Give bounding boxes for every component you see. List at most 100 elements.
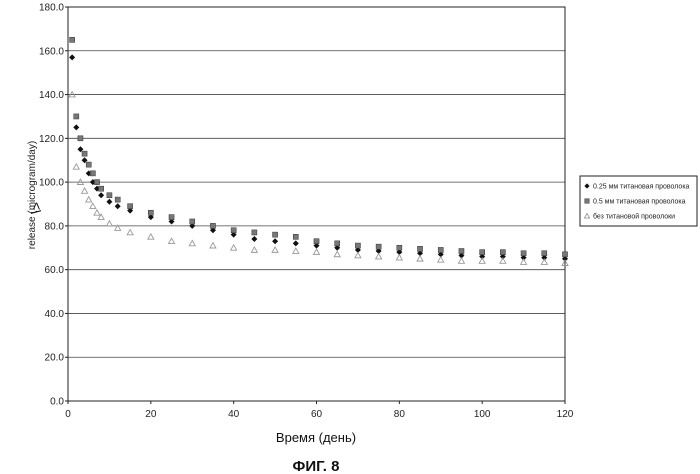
data-point-square [355, 243, 360, 248]
y-tick-label: 100.0 [39, 178, 64, 189]
x-axis-label: Время (день) [276, 430, 356, 445]
data-point-diamond [251, 236, 257, 242]
data-point-triangle [355, 252, 361, 257]
data-point-square [148, 210, 153, 215]
data-point-triangle [251, 247, 257, 252]
figure-caption: ФИГ. 8 [293, 458, 340, 474]
legend-label: без титановой проволоки [593, 213, 675, 221]
series-layer [69, 37, 568, 265]
y-tick-label: 80.0 [45, 221, 65, 232]
data-point-square [86, 162, 91, 167]
data-point-triangle [376, 254, 382, 259]
data-point-triangle [90, 203, 96, 208]
x-tick-label: 20 [145, 409, 157, 420]
data-point-square [562, 252, 567, 257]
x-tick-label: 80 [394, 409, 406, 420]
legend-label: 0.25 мм титановая проволока [593, 184, 690, 191]
data-point-square [128, 204, 133, 209]
data-point-square [74, 114, 79, 119]
data-point-square [107, 193, 112, 198]
data-point-square [273, 232, 278, 237]
data-point-triangle [169, 238, 175, 243]
data-point-diamond [115, 203, 121, 209]
data-point-triangle [189, 240, 195, 245]
data-point-triangle [293, 248, 299, 253]
data-point-triangle [438, 257, 444, 262]
data-point-diamond [106, 199, 112, 205]
data-point-triangle [396, 255, 402, 260]
data-point-diamond [293, 240, 299, 246]
x-tick-label: 40 [228, 409, 240, 420]
x-tick-label: 0 [65, 409, 71, 420]
data-point-square [459, 249, 464, 254]
data-point-square [438, 247, 443, 252]
data-point-square [376, 244, 381, 249]
data-point-triangle [479, 258, 485, 263]
data-point-square [542, 251, 547, 256]
data-point-triangle [86, 197, 92, 202]
data-point-square [314, 239, 319, 244]
data-point-triangle [148, 234, 154, 239]
data-point-triangle [334, 251, 340, 256]
data-point-square [99, 186, 104, 191]
data-point-square [397, 245, 402, 250]
x-tick-label: 120 [557, 409, 574, 420]
data-point-triangle [500, 258, 506, 263]
y-tick-label: 120.0 [39, 134, 64, 145]
data-point-square [82, 151, 87, 156]
data-point-diamond [69, 54, 75, 60]
legend-marker-square [585, 199, 589, 203]
data-point-triangle [94, 210, 100, 215]
data-point-triangle [106, 221, 112, 226]
data-point-triangle [127, 229, 133, 234]
legend-label: 0.5 мм титановая проволока [593, 199, 686, 206]
x-tick-label: 60 [311, 409, 323, 420]
data-point-diamond [272, 238, 278, 244]
y-tick-label: 140.0 [39, 90, 64, 101]
y-tick-label: 60.0 [45, 265, 65, 276]
x-tick-label: 100 [474, 409, 491, 420]
data-point-square [335, 241, 340, 246]
plot-area [68, 7, 565, 401]
y-tick-label: 20.0 [45, 353, 65, 364]
data-point-square [500, 250, 505, 255]
data-point-square [521, 251, 526, 256]
data-point-triangle [541, 259, 547, 264]
y-tick-label: 160.0 [39, 46, 64, 57]
grid-layer [68, 51, 565, 357]
y-axis-label: release (microgram/day) [27, 141, 38, 249]
data-point-square [210, 223, 215, 228]
data-point-square [78, 136, 83, 141]
data-point-triangle [73, 164, 79, 169]
y-tick-label: 40.0 [45, 309, 65, 320]
data-point-diamond [98, 192, 104, 198]
data-point-square [293, 234, 298, 239]
data-point-square [480, 250, 485, 255]
data-point-square [190, 219, 195, 224]
data-point-square [252, 230, 257, 235]
data-point-square [169, 215, 174, 220]
series-diamond [69, 54, 568, 261]
legend-entries: 0.25 мм титановая проволока 0.5 мм титано… [584, 183, 689, 220]
y-tick-label: 0.0 [50, 397, 64, 408]
data-point-triangle [314, 249, 320, 254]
data-point-square [417, 246, 422, 251]
data-point-square [231, 228, 236, 233]
data-point-square [90, 171, 95, 176]
data-point-triangle [521, 259, 527, 264]
data-point-diamond [73, 124, 79, 130]
data-point-triangle [82, 188, 88, 193]
y-axis-side-mark: \> [28, 202, 44, 214]
data-point-triangle [272, 247, 278, 252]
data-point-triangle [210, 243, 216, 248]
data-point-square [70, 37, 75, 42]
data-point-square [94, 180, 99, 185]
data-point-triangle [231, 245, 237, 250]
data-point-triangle [458, 258, 464, 263]
series-square [70, 37, 568, 257]
y-tick-label: 180.0 [39, 3, 64, 14]
legend: 0.25 мм титановая проволока 0.5 мм титано… [580, 176, 697, 226]
data-point-square [115, 197, 120, 202]
data-point-triangle [417, 256, 423, 261]
